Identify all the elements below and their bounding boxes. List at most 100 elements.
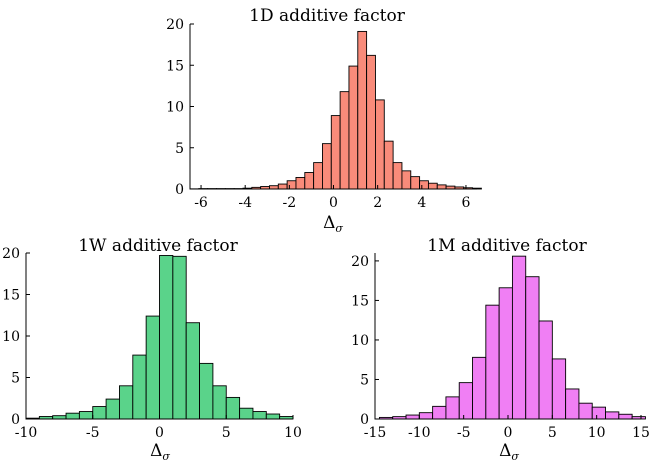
bar-w-10 xyxy=(159,255,174,420)
x-tick-label-w-0: -10 xyxy=(15,425,38,441)
x-axis-label-sub-1m: σ xyxy=(511,450,519,463)
y-ticks-1m: 0 5 10 15 20 xyxy=(351,254,379,428)
bar-w-14 xyxy=(212,385,227,420)
y-tick-label-w-3: 15 xyxy=(2,288,20,304)
bar-m-11 xyxy=(525,276,540,420)
chart-title-1w: 1W additive factor xyxy=(78,236,238,256)
bar-d-25 xyxy=(410,176,421,190)
y-tick-label-w-4: 20 xyxy=(2,246,20,262)
y-tick-label-d-2: 10 xyxy=(166,100,184,116)
x-ticks-1w: -10 -5 0 5 10 xyxy=(15,415,302,441)
bar-d-21 xyxy=(375,99,385,190)
bar-d-12 xyxy=(295,176,306,190)
y-tick-label-m-1: 5 xyxy=(360,372,369,388)
x-axis-label-1w: Δσ xyxy=(150,441,170,463)
x-axis-label-main-1w: Δ xyxy=(150,441,162,461)
bar-w-17 xyxy=(252,411,267,420)
bar-m-3 xyxy=(418,412,434,420)
y-tick-label-d-0: 0 xyxy=(175,182,184,198)
x-tick-label-d-4: 2 xyxy=(373,195,382,211)
bar-w-7 xyxy=(118,385,134,420)
y-ticks-1w: 0 5 10 15 20 xyxy=(2,246,30,428)
x-tick-label-w-3: 5 xyxy=(222,425,231,441)
bar-d-16 xyxy=(330,115,341,190)
y-tick-label-m-3: 15 xyxy=(351,293,369,309)
bar-w-12 xyxy=(185,322,200,420)
bars-1w xyxy=(25,255,294,420)
panel-1d: 1D additive factor 0 5 10 15 20 -6 -4 -2 0 2 4 6 Δ… xyxy=(166,6,482,235)
bar-d-26 xyxy=(419,180,429,190)
bar-d-17 xyxy=(339,91,350,190)
bar-m-4 xyxy=(432,405,447,420)
bar-d-14 xyxy=(313,162,323,190)
bar-w-16 xyxy=(239,407,254,420)
bar-m-17 xyxy=(605,411,620,420)
bar-m-14 xyxy=(565,388,580,420)
x-tick-label-m-1: -10 xyxy=(408,425,431,441)
bars-1m xyxy=(378,255,646,420)
bar-d-27 xyxy=(427,182,438,190)
x-axis-label-main-1d: Δ xyxy=(323,213,335,233)
bar-d-23 xyxy=(392,162,403,190)
x-tick-label-w-2: 0 xyxy=(155,425,164,441)
bar-m-10 xyxy=(511,255,527,420)
bar-m-13 xyxy=(551,358,567,420)
bar-m-16 xyxy=(591,406,606,420)
x-tick-label-m-6: 15 xyxy=(632,425,650,441)
bar-d-28 xyxy=(436,184,447,190)
x-tick-label-m-5: 10 xyxy=(588,425,606,441)
y-tick-label-m-0: 0 xyxy=(360,412,369,428)
y-tick-label-w-1: 5 xyxy=(11,371,20,387)
bar-m-18 xyxy=(618,413,633,420)
bar-w-8 xyxy=(132,354,147,420)
x-axis-label-sub-1d: σ xyxy=(335,222,343,235)
chart-title-1m: 1M additive factor xyxy=(427,236,587,256)
bars-1d xyxy=(189,30,482,190)
y-tick-label-w-0: 0 xyxy=(11,412,20,428)
bar-m-5 xyxy=(445,396,460,420)
x-axis-label-1d: Δσ xyxy=(323,213,343,235)
bar-d-18 xyxy=(348,65,359,190)
x-tick-label-m-4: 5 xyxy=(548,425,557,441)
bar-m-8 xyxy=(485,304,500,420)
bar-m-12 xyxy=(538,320,553,420)
bar-w-4 xyxy=(78,411,94,420)
x-tick-label-d-5: 4 xyxy=(417,195,426,211)
x-tick-label-m-2: -5 xyxy=(457,425,471,441)
bar-d-20 xyxy=(366,54,376,190)
bar-d-15 xyxy=(322,143,332,190)
bar-w-15 xyxy=(225,396,241,420)
bar-w-13 xyxy=(199,362,214,420)
x-tick-label-d-2: -2 xyxy=(283,195,297,211)
x-tick-label-m-3: 0 xyxy=(504,425,513,441)
x-tick-label-m-0: -15 xyxy=(364,425,387,441)
x-ticks-1m: -15 -10 -5 0 5 10 15 xyxy=(364,415,650,441)
bar-m-15 xyxy=(578,402,593,420)
bar-w-3 xyxy=(65,412,80,420)
bar-m-6 xyxy=(458,382,473,420)
x-axis-label-1m: Δσ xyxy=(499,441,519,463)
panel-1m: 1M additive factor 0 5 10 15 20 -15 -10 -5 0 5 10… xyxy=(351,236,650,463)
bar-d-10 xyxy=(277,183,288,190)
y-tick-label-m-2: 10 xyxy=(351,333,369,349)
bar-d-11 xyxy=(286,180,297,190)
bar-d-19 xyxy=(357,30,368,190)
x-tick-label-d-6: 6 xyxy=(462,195,471,211)
chart-title-1d: 1D additive factor xyxy=(249,6,406,26)
x-tick-label-w-4: 10 xyxy=(284,425,302,441)
x-axis-label-main-1m: Δ xyxy=(499,441,511,461)
x-tick-label-w-1: -5 xyxy=(86,425,100,441)
y-tick-label-d-1: 5 xyxy=(175,141,184,157)
bar-m-9 xyxy=(498,287,513,420)
bar-w-5 xyxy=(92,406,107,420)
panel-1w: 1W additive factor 0 5 10 15 20 -10 -5 0 5 10 Δσ xyxy=(2,236,302,463)
x-tick-label-d-0: -6 xyxy=(194,195,208,211)
y-tick-label-w-2: 10 xyxy=(2,329,20,345)
x-tick-label-d-3: 0 xyxy=(329,195,338,211)
bar-w-6 xyxy=(105,398,120,420)
x-axis-label-sub-1w: σ xyxy=(162,450,170,463)
y-tick-label-d-4: 20 xyxy=(166,17,184,33)
bar-d-22 xyxy=(383,140,394,190)
y-ticks-1d: 0 5 10 15 20 xyxy=(166,17,194,198)
